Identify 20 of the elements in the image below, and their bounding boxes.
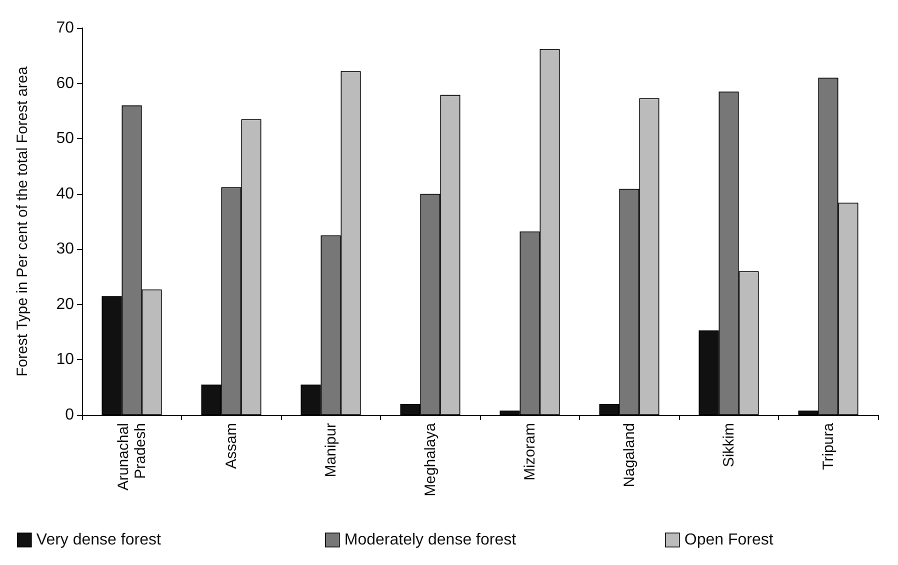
x-tick-label: Mizoram bbox=[521, 423, 538, 481]
y-tick-label: 70 bbox=[56, 20, 74, 36]
y-tick-label: 10 bbox=[56, 351, 74, 368]
x-tick-label: Meghalaya bbox=[422, 422, 439, 496]
y-tick-label: 0 bbox=[65, 406, 74, 424]
x-tick-label: Sikkim bbox=[720, 423, 738, 468]
x-tick-label: Arunachal Pradesh bbox=[114, 423, 149, 491]
y-tick-label: 50 bbox=[56, 130, 74, 148]
legend-label: Moderately dense forest bbox=[344, 532, 517, 548]
x-tick-label: Tripura bbox=[820, 422, 837, 470]
x-tick-label: Assam bbox=[222, 423, 240, 469]
legend-label: Very dense forest bbox=[36, 532, 162, 548]
y-axis-title: Forest Type in Per cent of the total Forest area bbox=[14, 66, 31, 376]
y-tick-label: 60 bbox=[56, 74, 74, 92]
x-tick-label: Nagaland bbox=[620, 423, 638, 488]
y-tick-label: 30 bbox=[56, 240, 74, 258]
y-tick-label: 20 bbox=[56, 296, 74, 313]
x-tick-label: Manipur bbox=[322, 423, 340, 478]
y-tick-label: 40 bbox=[56, 185, 74, 202]
legend-label: Open Forest bbox=[684, 532, 774, 548]
